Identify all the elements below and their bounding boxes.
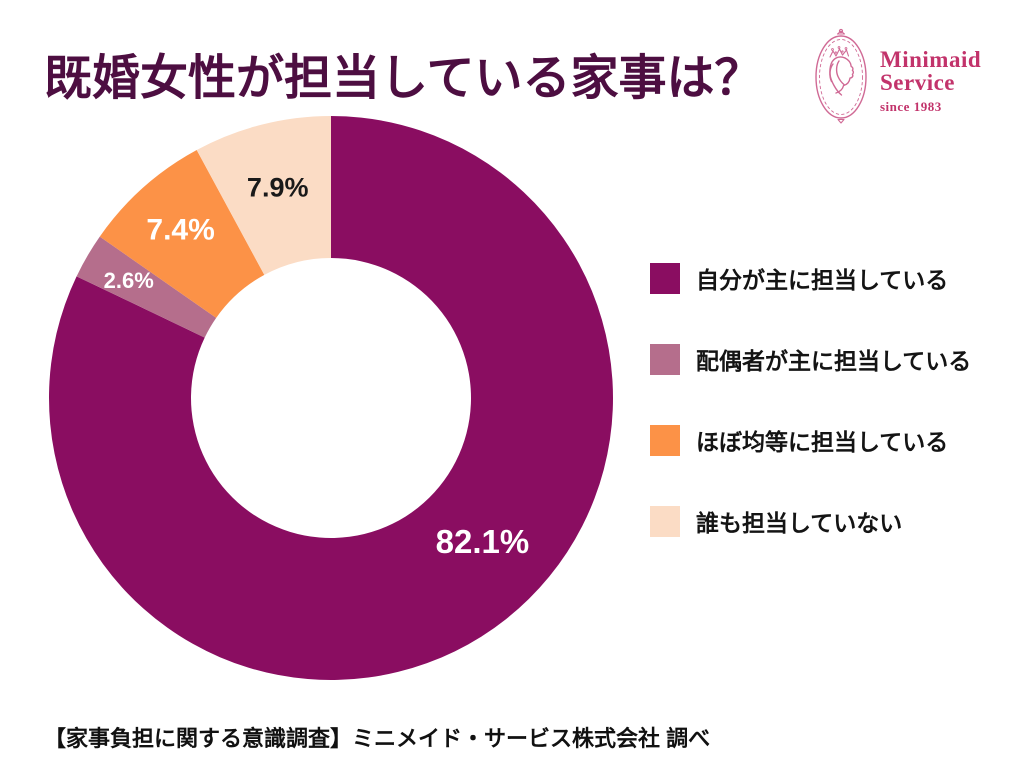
legend-item-3: 誰も担当していない: [650, 505, 971, 537]
logo-tagline: since 1983: [880, 99, 942, 114]
legend-label-3: 誰も担当していない: [696, 510, 903, 536]
pie-slice-label-0: 82.1%: [436, 523, 530, 560]
legend-swatch-0: [650, 262, 680, 294]
logo-name-line1: Minimaid: [880, 47, 982, 72]
chart-legend: 自分が主に担当している 配偶者が主に担当している ほぼ均等に担当している 誰も担当して…: [650, 262, 971, 586]
legend-item-0: 自分が主に担当している: [650, 262, 971, 294]
minimaid-logo-emblem-icon: [815, 28, 867, 124]
legend-label-0: 自分が主に担当している: [696, 267, 949, 293]
pie-slice-3: [196, 116, 331, 275]
pie-slice-1: [76, 236, 217, 338]
legend-swatch-2: [650, 424, 680, 456]
legend-label-2: ほぼ均等に担当している: [696, 429, 949, 455]
minimaid-logo: Minimaid Service since 1983: [812, 28, 981, 124]
page-title: 既婚女性が担当している家事は？: [44, 52, 763, 105]
source-note: 【家事負担に関する意識調査】ミニメイド・サービス株式会社 調べ: [44, 726, 711, 751]
pie-slice-2: [99, 150, 265, 318]
pie-slice-label-3: 7.9%: [247, 173, 309, 203]
donut-chart: 82.1% 2.6% 7.4% 7.9%: [49, 116, 614, 680]
pie-slice-label-2: 7.4%: [146, 213, 214, 246]
minimaid-logo-text: Minimaid Service since 1983: [880, 48, 981, 113]
legend-swatch-3: [650, 505, 680, 537]
legend-swatch-1: [650, 343, 680, 375]
legend-item-1: 配偶者が主に担当している: [650, 343, 971, 375]
pie-slice-0: [49, 116, 614, 680]
logo-name-line2: Service: [880, 70, 956, 95]
legend-item-2: ほぼ均等に担当している: [650, 424, 971, 456]
pie-slice-label-1: 2.6%: [104, 268, 154, 293]
legend-label-1: 配偶者が主に担当している: [696, 348, 972, 374]
